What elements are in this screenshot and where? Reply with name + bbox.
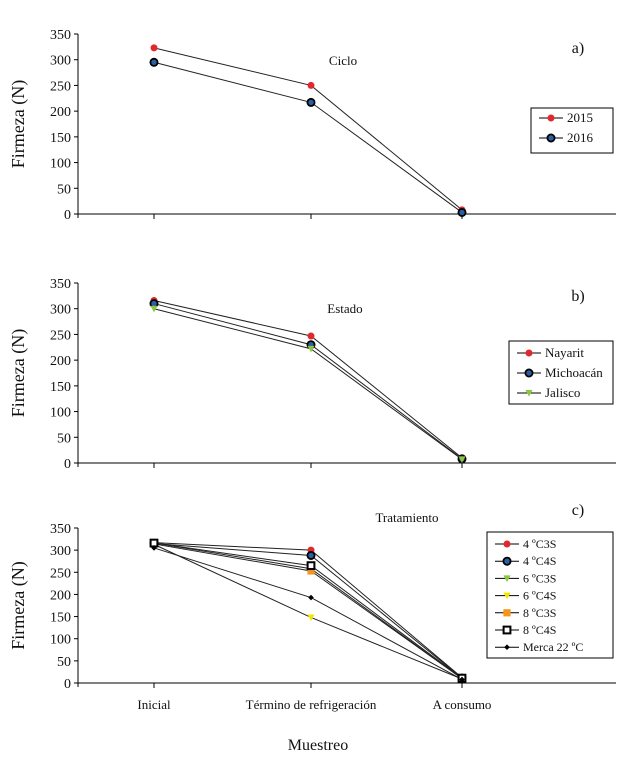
panel-b: 0 50 100 150 200 250 300 350 Firmeza (N) Estado b)…: [8, 277, 616, 472]
data-point-dot: [307, 81, 315, 89]
legend-marker-dot: [503, 609, 511, 617]
data-point-dot: [308, 594, 314, 601]
series-line: [153, 303, 463, 460]
panel-c: 0 50 100 150 200 250 300 350 Inicial Término de r…: [8, 502, 616, 712]
y-tick-label: 0: [64, 677, 71, 692]
x-tick-label: A consumo: [433, 697, 492, 712]
legend-label: 8 ºC4S: [523, 623, 556, 637]
legend-label: Jalisco: [545, 385, 580, 400]
y-tick-label: 150: [50, 131, 71, 146]
legend-label: Merca 22 ºC: [523, 640, 583, 654]
chart-title: Estado: [327, 301, 362, 316]
y-tick-label: 350: [50, 522, 71, 537]
legend-label: 6 ºC4S: [523, 589, 556, 603]
data-point-dot: [150, 44, 158, 52]
legend-label: 8 ºC3S: [523, 606, 556, 620]
legend: 2015 2016: [530, 107, 614, 154]
data-point-dot: [151, 545, 157, 551]
legend-label: 2015: [567, 110, 593, 125]
legend-marker-dot: [503, 575, 511, 582]
y-tick-label: 300: [50, 54, 71, 69]
legend-label: 6 ºC3S: [523, 571, 556, 585]
legend-marker-dot: [524, 368, 534, 378]
y-tick-label: 100: [50, 633, 71, 648]
legend-marker-dot: [502, 556, 512, 566]
legend-label: 2016: [567, 130, 594, 145]
y-axis-label: Firmeza (N): [8, 80, 29, 168]
y-tick-label: 300: [50, 544, 71, 559]
y-tick-label: 300: [50, 303, 71, 318]
chart-title: Tratamiento: [375, 510, 438, 525]
y-tick-label: 250: [50, 566, 71, 581]
y-tick-label: 250: [50, 328, 71, 343]
series-line: [153, 308, 463, 460]
data-point-dot: [150, 305, 158, 313]
legend-marker-dot: [502, 625, 512, 635]
legend-marker-dot: [504, 644, 510, 650]
x-axis-label: Muestreo: [288, 737, 348, 754]
y-tick-label: 350: [50, 28, 71, 43]
legend-marker-dot: [525, 390, 533, 397]
legend-marker-dot: [503, 592, 511, 600]
y-tick-label: 200: [50, 354, 71, 369]
legend-marker-dot: [503, 540, 511, 548]
legend-box: [530, 107, 614, 154]
y-tick-label: 200: [50, 105, 71, 120]
y-tick-label: 50: [57, 655, 71, 670]
legend-marker-dot: [547, 114, 555, 122]
panel-label: c): [572, 502, 584, 519]
y-axis-label: Firmeza (N): [8, 329, 29, 417]
legend-label: 4 ºC3S: [523, 537, 556, 551]
data-point-dot: [306, 97, 316, 107]
panel-a: 0 50 100 150 200 250 300 350 Firmeza (N) Ciclo a) 2…: [8, 28, 616, 223]
y-tick-label: 150: [50, 380, 71, 395]
data-point-dot: [458, 456, 466, 463]
legend-marker-dot: [525, 349, 533, 357]
y-tick-label: 100: [50, 157, 71, 172]
legend-label: Michoacán: [545, 365, 603, 380]
y-tick-label: 0: [64, 457, 71, 472]
y-tick-label: 50: [57, 431, 71, 446]
x-tick-label: Término de refrigeración: [246, 697, 377, 712]
data-point-dot: [307, 345, 315, 353]
data-point-dot: [307, 567, 315, 575]
y-tick-label: 250: [50, 79, 71, 94]
y-axis-label: Firmeza (N): [8, 561, 29, 649]
data-point-dot: [306, 561, 316, 571]
x-tick-label: Inicial: [137, 697, 171, 712]
legend: 4 ºC3S 4 ºC4S 6 ºC3S 6 ºC4S 8 ºC3S 8 ºC4S Merc…: [486, 531, 614, 659]
legend-label: Nayarit: [545, 345, 584, 360]
data-point-dot: [307, 614, 315, 622]
y-tick-label: 100: [50, 406, 71, 421]
legend-label: 4 ºC4S: [523, 554, 556, 568]
legend: Nayarit Michoacán Jalisco: [508, 340, 614, 405]
data-point-dot: [459, 676, 465, 683]
y-tick-label: 0: [64, 208, 71, 223]
series-line: [153, 299, 463, 459]
y-tick-label: 50: [57, 182, 71, 197]
series-line: [153, 47, 463, 211]
data-point-dot: [307, 332, 315, 340]
panel-label: a): [572, 40, 584, 57]
y-tick-label: 150: [50, 611, 71, 626]
data-point-dot: [457, 207, 467, 217]
y-tick-label: 200: [50, 588, 71, 603]
y-tick-label: 350: [50, 277, 71, 292]
data-point-dot: [149, 57, 159, 67]
data-point-dot: [306, 550, 316, 560]
legend-marker-dot: [546, 133, 556, 143]
panel-label: b): [571, 288, 584, 305]
chart-title: Ciclo: [329, 53, 357, 68]
